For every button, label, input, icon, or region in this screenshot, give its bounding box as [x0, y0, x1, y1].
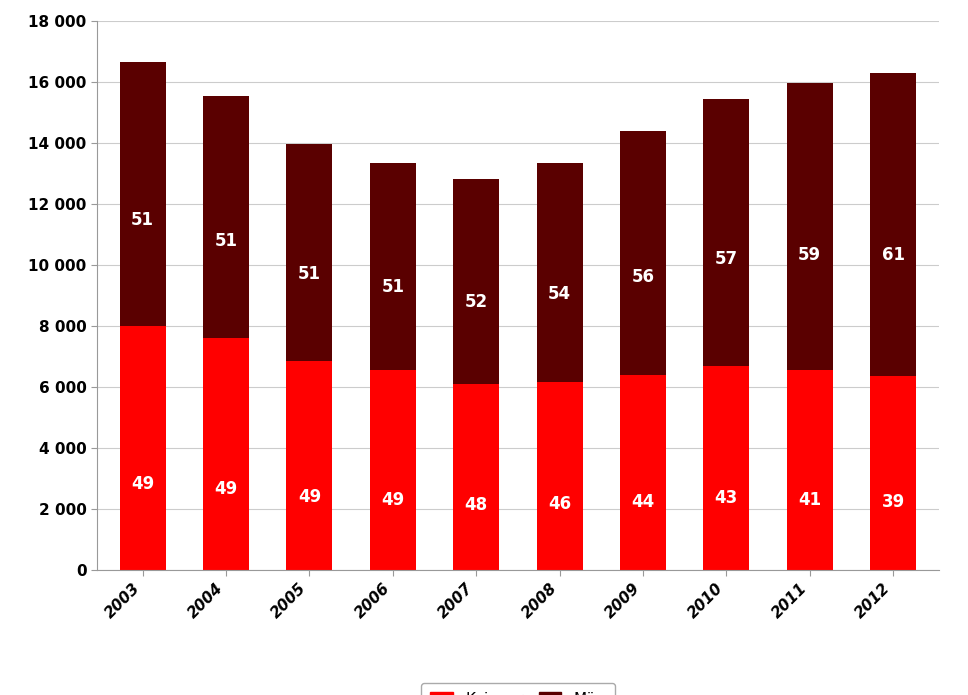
Bar [787, 83, 832, 370]
Text: 54: 54 [548, 286, 571, 304]
Text: 51: 51 [131, 211, 154, 229]
Bar [870, 376, 916, 570]
Text: 49: 49 [381, 491, 405, 509]
Text: 51: 51 [381, 278, 405, 296]
Bar [287, 361, 332, 570]
Text: 52: 52 [465, 293, 488, 311]
Bar [704, 99, 749, 366]
Bar [453, 384, 499, 570]
Text: 43: 43 [714, 489, 738, 507]
Bar [203, 338, 249, 570]
Text: 59: 59 [799, 247, 821, 264]
Text: 48: 48 [465, 496, 488, 514]
Text: 49: 49 [215, 480, 238, 498]
Legend: Kvinnor, Män: Kvinnor, Män [421, 682, 615, 695]
Text: 57: 57 [714, 250, 738, 268]
Text: 51: 51 [215, 232, 237, 250]
Bar [370, 370, 415, 570]
Bar [704, 366, 749, 570]
Bar [120, 326, 166, 570]
Bar [620, 131, 666, 375]
Bar [120, 62, 166, 326]
Bar [203, 96, 249, 338]
Text: 44: 44 [631, 493, 654, 511]
Bar [870, 73, 916, 376]
Bar [536, 163, 583, 382]
Bar [453, 179, 499, 384]
Bar [370, 163, 415, 370]
Bar [536, 382, 583, 570]
Text: 56: 56 [631, 268, 654, 286]
Text: 46: 46 [548, 496, 571, 513]
Text: 39: 39 [882, 493, 905, 511]
Bar [287, 145, 332, 361]
Bar [787, 370, 832, 570]
Text: 51: 51 [298, 265, 321, 284]
Text: 61: 61 [882, 246, 905, 264]
Text: 49: 49 [131, 475, 154, 493]
Text: 41: 41 [799, 491, 821, 509]
Text: 49: 49 [298, 488, 321, 506]
Bar [620, 375, 666, 570]
